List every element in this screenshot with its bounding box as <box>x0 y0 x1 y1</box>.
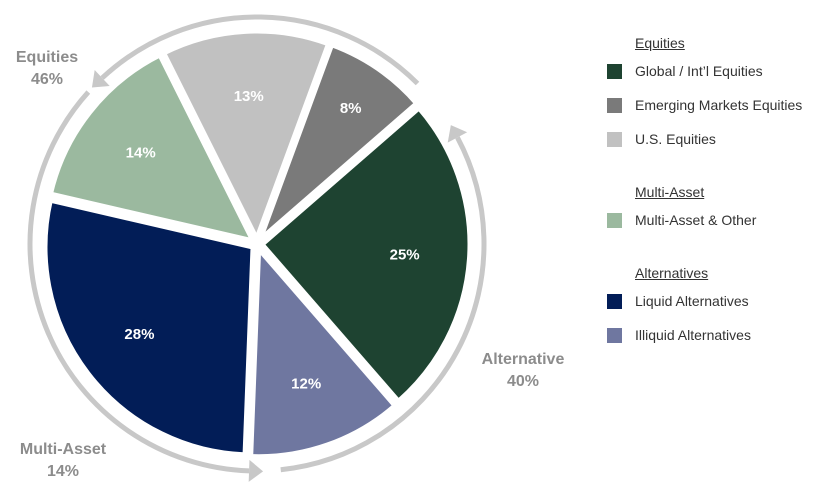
legend-swatch-multi-asset-other <box>607 212 622 228</box>
group-value-equities: 46% <box>31 71 63 88</box>
slice-label-u-s-equities: 13% <box>234 88 264 105</box>
legend-label: U.S. Equities <box>635 131 716 147</box>
ring-arc <box>27 90 250 474</box>
legend-label: Emerging Markets Equities <box>635 97 803 113</box>
legend-label: Illiquid Alternatives <box>635 327 751 343</box>
legend-item-liquid-alternatives: Liquid Alternatives <box>607 284 825 318</box>
legend-swatch-emerging-markets-equities <box>607 97 622 113</box>
group-value-alternative: 40% <box>507 373 539 390</box>
slice-label-global-int-l-equities: 25% <box>390 246 420 263</box>
legend-item-illiquid-alternatives: Illiquid Alternatives <box>607 318 825 352</box>
group-label-equities: Equities <box>16 49 78 66</box>
legend-item-emerging-markets-equities: Emerging Markets Equities <box>607 88 825 122</box>
legend-group-alternatives: Alternatives Liquid Alternatives Illiqui… <box>607 262 825 352</box>
pie-slice-multi-asset-other <box>47 51 258 245</box>
legend-group-multi-asset: Multi-Asset Multi-Asset & Other <box>607 181 825 237</box>
pie-slice-emerging-markets-equities <box>257 41 421 242</box>
pie-slice-u-s-equities <box>160 28 332 246</box>
legend-item-multi-asset-other: Multi-Asset & Other <box>607 203 825 237</box>
legend: Equities Global / Int’l Equities Emergin… <box>607 32 825 377</box>
pie-chart: 25% 12% 28% 14% 13% 8% Equities 46% Alternative 4… <box>16 14 565 482</box>
slice-label-emerging-markets-equities: 8% <box>340 100 362 117</box>
legend-item-global-intl-equities: Global / Int’l Equities <box>607 54 825 88</box>
ring-arrow-head <box>248 459 264 482</box>
legend-swatch-global-intl-equities <box>607 63 622 79</box>
group-label-multi-asset: Multi-Asset <box>20 441 107 458</box>
ring-arrow-head <box>91 69 110 88</box>
pie-slice-global-int-l-equities <box>258 104 473 405</box>
legend-item-us-equities: U.S. Equities <box>607 122 825 156</box>
legend-header-equities: Equities <box>635 35 685 51</box>
legend-swatch-liquid-alternatives <box>607 293 622 309</box>
ring-arc <box>100 14 420 86</box>
pie-slice-liquid-alternatives <box>42 197 256 458</box>
legend-swatch-us-equities <box>607 131 622 147</box>
ring-arrow-head <box>447 125 468 143</box>
legend-label: Global / Int’l Equities <box>635 63 763 79</box>
legend-header-alternatives: Alternatives <box>635 265 709 281</box>
legend-label: Multi-Asset & Other <box>635 212 757 228</box>
legend-label: Liquid Alternatives <box>635 293 749 309</box>
slice-label-liquid-alternatives: 28% <box>124 326 154 343</box>
ring-arc <box>280 136 487 473</box>
pie-slice-illiquid-alternatives <box>248 242 399 460</box>
group-value-multi-asset: 14% <box>47 463 79 480</box>
group-label-alternative: Alternative <box>482 351 565 368</box>
slice-label-illiquid-alternatives: 12% <box>291 376 321 393</box>
legend-header-multi-asset: Multi-Asset <box>635 184 705 200</box>
legend-swatch-illiquid-alternatives <box>607 327 622 343</box>
slice-label-multi-asset-other: 14% <box>126 144 156 161</box>
legend-group-equities: Equities Global / Int’l Equities Emergin… <box>607 32 825 156</box>
